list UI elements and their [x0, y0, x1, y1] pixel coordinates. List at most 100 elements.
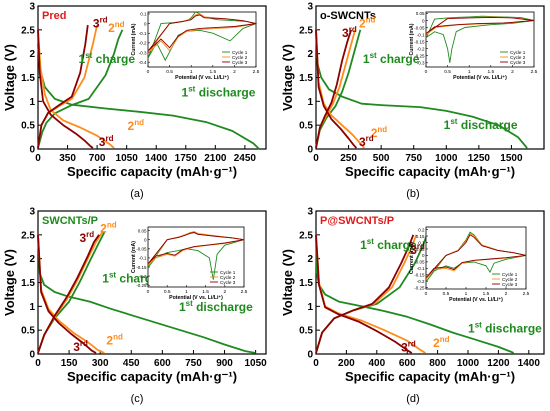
curve-label-text: charge [92, 52, 135, 66]
curve-label: 2nd [128, 118, 145, 133]
y-tick-label: 1 [307, 97, 313, 108]
curve-label-ordinal: rd [105, 134, 113, 143]
curve-label: 1st discharge [182, 85, 256, 100]
curve-label-number: 3 [79, 231, 86, 245]
curve-label-text: charge [374, 238, 417, 252]
curve-label-ordinal: st [475, 321, 482, 330]
y-tick-label: 3 [29, 2, 35, 13]
chart-panel-c: 00.511.522.530 150 300 450 600 750 900 1050Spec… [2, 207, 267, 406]
x-tick-label: 350 [59, 153, 76, 164]
series-line-4 [37, 24, 98, 149]
inset-x-tick-label: 0.5 [444, 69, 451, 75]
inset-series-line-3 [426, 234, 527, 278]
x-tick-label: 900 [216, 358, 233, 369]
y-tick-label: 0.5 [21, 326, 35, 337]
series-line-5 [315, 234, 413, 354]
inset-x-tick-label: 2 [505, 291, 508, 297]
inset-legend-label: Cycle 2 [510, 55, 526, 60]
curve-label: 2nd [359, 15, 376, 30]
inset-cv-plot: -0.4 -0.3 -0.2 -0.1 0 0.1 0 0.5 1 1.5 2 2.5 Potentia… [131, 11, 260, 81]
chart-panel-d: 00.511.522.530 200 400 600 800 1000 1200 1400Sp… [280, 207, 545, 405]
y-tick-label: 1 [29, 302, 35, 313]
curve-label-ordinal: nd [115, 20, 125, 29]
x-axis-label: Specific capacity (mAh·g⁻¹) [67, 164, 237, 179]
sample-label: Pred [42, 10, 66, 22]
series-line-3 [37, 29, 115, 149]
inset-y-tick-label: -0.2 [417, 279, 425, 284]
inset-y-tick-label: 0 [144, 238, 147, 243]
curve-label-number: 2 [359, 16, 366, 30]
curve-label-number: 1 [102, 272, 109, 286]
y-axis-label: Voltage (V) [280, 44, 295, 111]
inset-x-tick-label: 2.5 [531, 69, 538, 75]
curve-label-ordinal: rd [408, 340, 416, 349]
curve-label-text: charge [377, 52, 420, 66]
x-tick-label: 0 [35, 358, 41, 369]
x-tick-label: 750 [185, 358, 202, 369]
curve-label-text: discharge [195, 86, 255, 100]
series-line-4 [315, 234, 418, 354]
panel-caption: (a) [130, 188, 143, 200]
curve-label-ordinal: nd [440, 335, 450, 344]
inset-x-tick-label: 2.5 [523, 291, 530, 297]
curve-label-number: 3 [401, 341, 408, 355]
inset-cv-plot: -0.3 -0.25 -0.2 -0.15 -0.1 -0.05 0 0.05 0 0.5 1 1.5… [409, 11, 538, 81]
y-axis-label: Voltage (V) [2, 44, 17, 111]
series-line-5 [37, 29, 94, 149]
curve-label-ordinal: rd [349, 25, 357, 34]
curve-label: 1st discharge [179, 299, 253, 314]
inset-y-tick-label: -0.3 [139, 50, 147, 55]
x-tick-label: 0 [35, 153, 41, 164]
inset-y-tick-label: 0 [422, 253, 425, 258]
inset-y-axis-label: Current (mA) [409, 242, 415, 274]
x-tick-label: 150 [61, 358, 78, 369]
curve-label-number: 2 [371, 126, 378, 140]
inset-y-tick-label: -0.15 [136, 265, 147, 270]
inset-legend-label: Cycle 1 [502, 272, 518, 277]
curve-label-ordinal: nd [134, 118, 144, 127]
inset-y-tick-label: 0.2 [418, 227, 425, 232]
curve-label: 2nd [108, 20, 125, 35]
sample-label: P@SWCNTs/P [320, 215, 394, 227]
x-tick-label: 300 [92, 358, 109, 369]
curve-label: 3rd [99, 134, 114, 149]
x-tick-label: 700 [89, 153, 106, 164]
inset-x-tick-label: 2.5 [241, 289, 248, 295]
inset-y-tick-label: -0.25 [136, 283, 147, 288]
y-tick-label: 0 [307, 145, 313, 156]
inset-x-tick-label: 0 [425, 69, 428, 75]
y-tick-label: 2.5 [21, 230, 35, 241]
inset-y-tick-label: -0.25 [414, 54, 425, 59]
curve-label-ordinal: st [370, 51, 377, 60]
curve-label-number: 1 [363, 52, 370, 66]
curve-label-number: 3 [359, 135, 366, 149]
x-axis-label: Specific capacity (mAh·g⁻¹) [345, 369, 515, 384]
x-axis-label: Specific capacity (mAh·g⁻¹) [345, 164, 515, 179]
y-tick-label: 1.5 [299, 73, 313, 84]
inset-x-tick-label: 1 [190, 69, 193, 75]
inset-y-tick-label: -0.15 [414, 273, 425, 278]
series-line-2 [37, 29, 124, 149]
curve-label: 3rd [79, 230, 94, 245]
x-tick-label: 450 [123, 358, 140, 369]
x-tick-label: 0 [313, 358, 319, 369]
y-axis-label: Voltage (V) [280, 249, 295, 316]
curve-label-ordinal: st [85, 51, 92, 60]
inset-y-tick-label: -0.25 [414, 286, 425, 291]
inset-x-tick-label: 0.5 [443, 291, 450, 297]
curve-label: 3rd [401, 340, 416, 355]
series-line-6 [37, 24, 89, 149]
curve-label-ordinal: rd [100, 15, 108, 24]
x-tick-label: 500 [373, 153, 390, 164]
inset-x-tick-label: 1.5 [202, 289, 209, 295]
inset-y-tick-label: -0.15 [414, 39, 425, 44]
y-tick-label: 1.5 [21, 73, 35, 84]
curve-label-ordinal: st [186, 299, 193, 308]
curve-label-text: discharge [482, 322, 542, 336]
inset-series-line-3 [148, 232, 245, 264]
series-line-3 [315, 29, 365, 149]
curve-label-number: 1 [182, 86, 189, 100]
inset-series-line-1 [425, 15, 535, 63]
